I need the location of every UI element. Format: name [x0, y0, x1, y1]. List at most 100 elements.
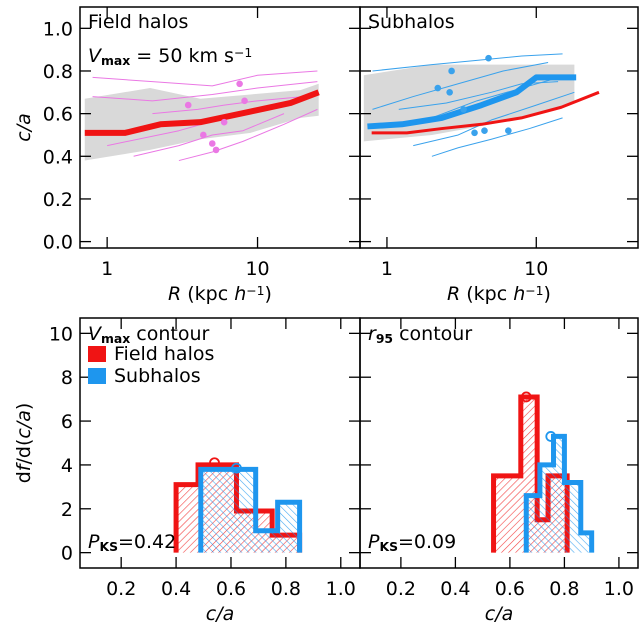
histogram-bar	[580, 532, 592, 553]
halo-point	[471, 129, 478, 137]
legend-label: Field halos	[114, 343, 214, 365]
x-tick-label: 10	[524, 258, 548, 280]
text-part: Subhalos	[368, 11, 455, 33]
text-part: /d(	[13, 439, 35, 465]
x-tick-label: 0.6	[216, 578, 246, 600]
y-tick-label: 2	[61, 499, 73, 521]
y-tick-label: 0.0	[43, 232, 73, 254]
x-axis-label: c/a	[485, 603, 514, 625]
x-tick-label: 0.2	[106, 578, 136, 600]
y-tick-label: 0	[61, 543, 73, 565]
text-part: P	[88, 531, 100, 553]
halo-point	[434, 84, 442, 92]
y-tick-label: 10	[49, 323, 73, 345]
text-part: V	[88, 323, 103, 345]
halo-line	[92, 81, 318, 102]
x-tick-label: 1	[101, 258, 113, 280]
peak-marker	[520, 391, 532, 403]
histogram-outline	[523, 433, 595, 553]
text-part: r	[368, 323, 377, 345]
annotation: Vmax contour	[88, 323, 210, 346]
x-tick-label: 1.0	[326, 578, 356, 600]
halo-point	[208, 140, 216, 147]
median-line	[371, 90, 600, 135]
x-tick-label: 0.8	[549, 578, 579, 600]
x-tick-label: 0.6	[495, 578, 525, 600]
x-tick-label: 1	[381, 258, 393, 280]
histogram-bar	[493, 475, 521, 553]
halo-point	[481, 127, 488, 134]
halo-line	[372, 53, 563, 72]
histogram-bar	[255, 530, 278, 553]
histogram-bar	[277, 502, 300, 553]
y-tick-label: 0.4	[43, 146, 73, 168]
halo-line	[372, 61, 549, 110]
x-axis-label: R (kpc h−1)	[447, 283, 551, 305]
peak-marker	[545, 431, 557, 442]
halo-line	[92, 70, 318, 87]
annotation: Subhalos	[368, 11, 455, 33]
text-part: )	[544, 283, 551, 305]
halo-point	[241, 97, 248, 105]
annotation: PKS=0.09	[368, 531, 456, 554]
text-part: 95	[376, 331, 393, 346]
y-tick-label: 1.0	[43, 18, 73, 40]
median-line	[84, 89, 320, 136]
halo-line	[398, 81, 559, 110]
halo-point	[200, 131, 207, 139]
text-part: Field halos	[88, 11, 188, 33]
text-part: V	[88, 45, 103, 67]
halo-line	[431, 117, 563, 157]
halo-point	[184, 101, 192, 109]
text-part: R	[168, 283, 181, 305]
text-part: c/a	[13, 410, 35, 439]
text-part: −1	[525, 283, 543, 298]
text-part: KS	[99, 539, 118, 554]
text-part: contour	[130, 323, 209, 345]
annotation: r95 contour	[368, 323, 472, 346]
text-part: −1	[246, 283, 264, 298]
median-line	[367, 74, 577, 130]
annotation: Vmax = 50 km s−1	[88, 45, 252, 68]
x-tick-label: 0.8	[271, 578, 301, 600]
plot-frame	[359, 6, 639, 249]
text-part: h	[234, 283, 246, 305]
text-part: max	[101, 53, 130, 68]
y-axis-label: df/d(c/a)	[13, 403, 35, 484]
text-part: =0.42	[118, 531, 176, 553]
halo-line	[413, 91, 575, 147]
plot-frame	[359, 317, 639, 569]
x-axis-label: c/a	[206, 603, 235, 625]
x-tick-label: 0.2	[386, 578, 416, 600]
legend-swatch	[88, 368, 106, 384]
histogram-bar	[526, 495, 540, 553]
y-tick-label: 6	[61, 411, 73, 433]
histogram-bar	[176, 484, 199, 553]
text-part: f	[13, 461, 35, 471]
y-tick-label: 4	[61, 455, 73, 477]
halo-point	[446, 89, 453, 96]
halo-line	[133, 113, 285, 157]
x-tick-label: 10	[245, 258, 269, 280]
halo-point	[460, 106, 467, 113]
halo-line	[178, 108, 318, 162]
halo-point	[236, 80, 243, 88]
histogram-bar	[564, 482, 581, 553]
y-tick-label: 0.6	[43, 104, 73, 126]
histogram-bar	[553, 436, 565, 553]
halo-line	[152, 96, 303, 115]
text-part: P	[368, 531, 380, 553]
text-part: c/a	[485, 603, 514, 625]
y-tick-label: 8	[61, 367, 73, 389]
x-axis-label: R (kpc h−1)	[168, 283, 272, 305]
text-part: d	[13, 471, 35, 483]
text-part: =0.09	[398, 531, 456, 553]
y-tick-label: 0.8	[43, 61, 73, 83]
text-part: )	[265, 283, 272, 305]
legend-swatch	[88, 346, 106, 362]
histogram-bar	[200, 469, 256, 553]
text-part: (kpc	[460, 283, 513, 305]
x-tick-label: 0.4	[440, 578, 470, 600]
text-part: KS	[379, 539, 398, 554]
